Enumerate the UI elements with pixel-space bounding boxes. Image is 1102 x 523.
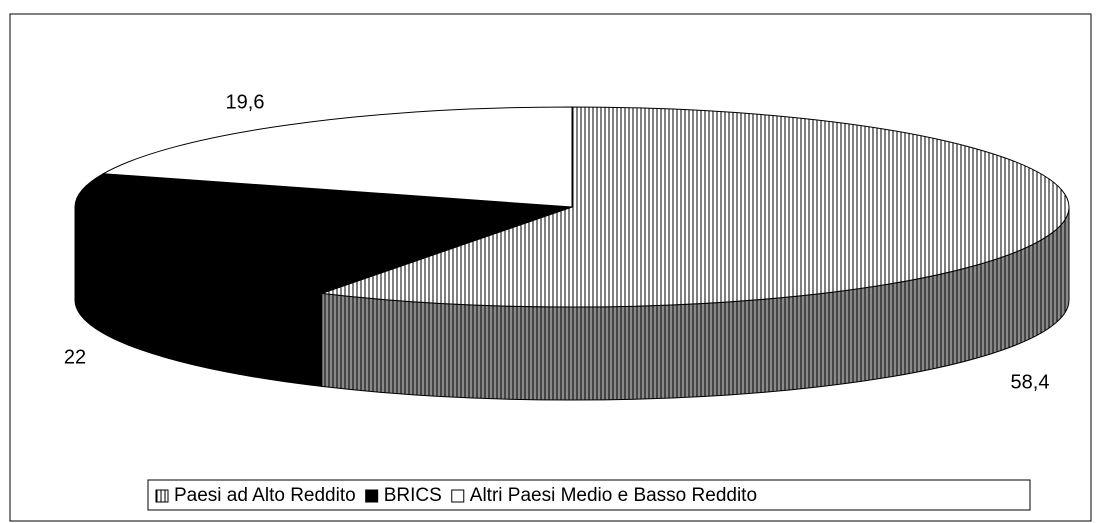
legend-swatch bbox=[155, 489, 169, 503]
legend-label: BRICS bbox=[384, 485, 442, 506]
data-label: 58,4 bbox=[1011, 371, 1050, 393]
legend-swatch bbox=[365, 489, 379, 503]
data-label: 22 bbox=[64, 346, 86, 368]
legend: Paesi ad Alto Reddito BRICS Altri Paesi Me… bbox=[155, 485, 757, 506]
pie-slice bbox=[74, 173, 573, 294]
data-label: 19,6 bbox=[226, 91, 265, 113]
pie-slice bbox=[321, 106, 1070, 308]
legend-label: Paesi ad Alto Reddito bbox=[174, 485, 356, 506]
legend-label: Altri Paesi Medio e Basso Reddito bbox=[470, 485, 757, 506]
pie-slice bbox=[101, 106, 573, 208]
legend-box bbox=[147, 479, 1031, 511]
legend-swatch bbox=[451, 489, 465, 503]
pie bbox=[74, 106, 1070, 401]
